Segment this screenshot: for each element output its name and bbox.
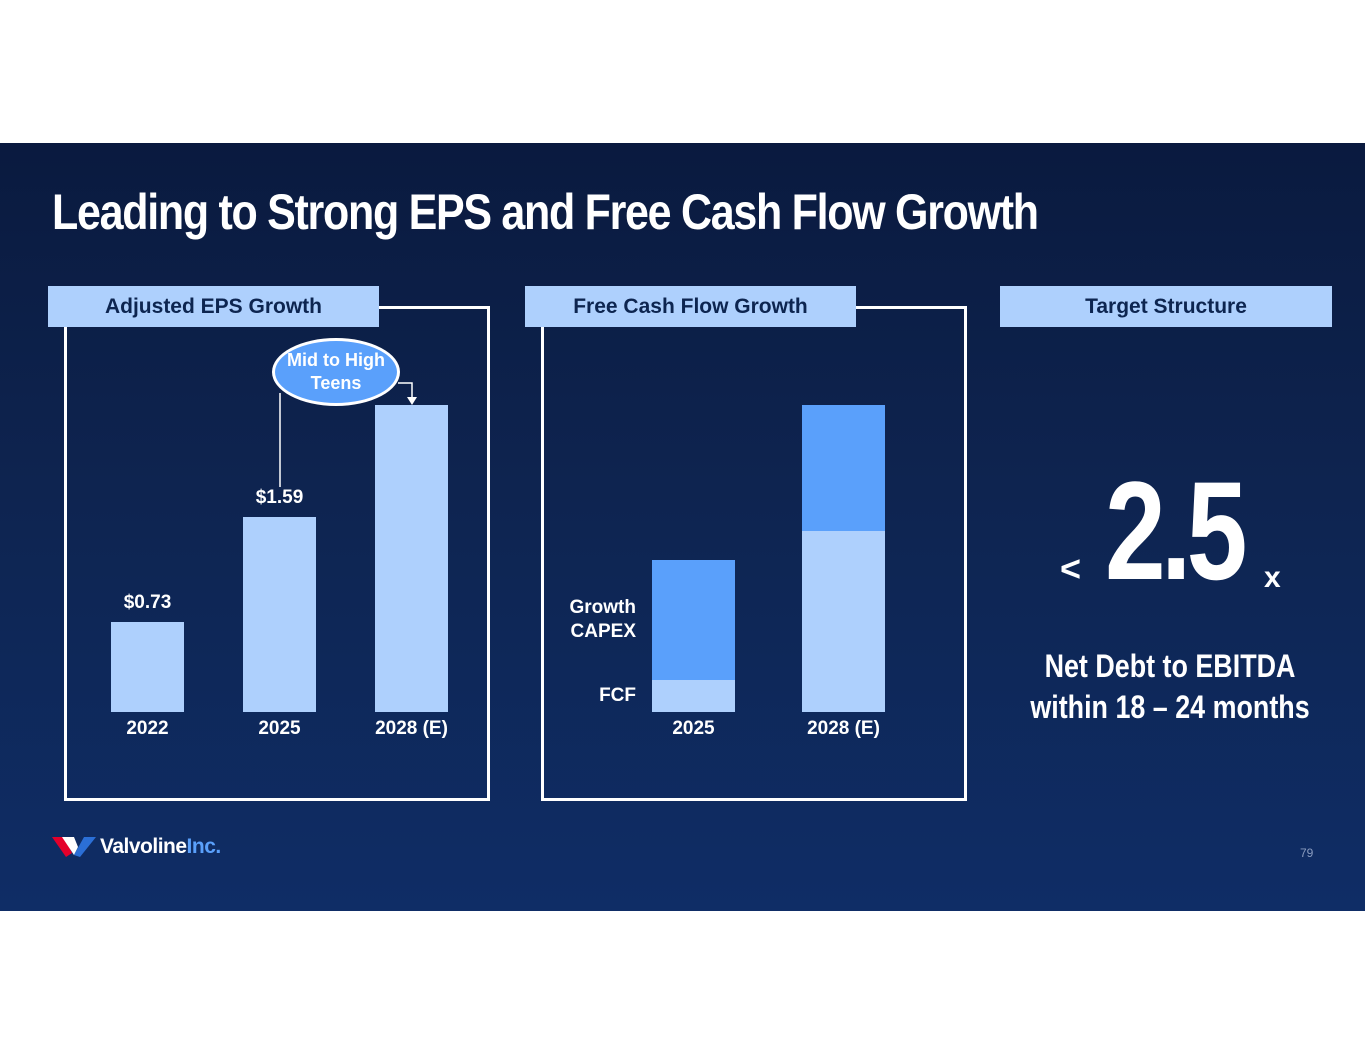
target-line-1: Net Debt to EBITDA (1044, 648, 1296, 684)
valvoline-v-icon (52, 837, 96, 857)
eps-xtick: 2028 (E) (375, 718, 448, 739)
fcf-bar-fcf (652, 679, 735, 712)
eps-panel-header: Adjusted EPS Growth (48, 286, 379, 327)
eps-value-label: $0.73 (123, 592, 172, 614)
page-number: 79 (1300, 846, 1314, 860)
eps-bar-2022 (111, 622, 184, 712)
target-panel-header: Target Structure (1000, 286, 1332, 327)
slide: Leading to Strong EPS and Free Cash Flow… (0, 143, 1365, 911)
eps-bar-2028e (375, 405, 448, 712)
target-less-than: < (1060, 548, 1082, 589)
logo-inc: Inc. (186, 835, 222, 858)
target-value: 2.5 (1105, 452, 1247, 609)
eps-xtick: 2025 (258, 718, 301, 739)
page-title: Leading to Strong EPS and Free Cash Flow… (52, 184, 1039, 240)
eps-growth-callout: Mid to High Teens (272, 338, 400, 406)
eps-xtick: 2022 (126, 718, 169, 739)
fcf-xtick: 2028 (E) (807, 718, 880, 739)
fcf-panel-header: Free Cash Flow Growth (525, 286, 856, 327)
logo-text: Valvoline (100, 835, 187, 858)
fcf-series-label: FCF (599, 684, 636, 706)
target-line-2: within 18 – 24 months (1030, 689, 1310, 725)
eps-value-label: $1.59 (255, 486, 304, 508)
fcf-bar-growth-capex (652, 560, 735, 680)
target-suffix: x (1264, 561, 1281, 594)
valvoline-logo: Valvoline Inc. (52, 835, 221, 859)
fcf-series-label: Growth CAPEX (569, 596, 637, 642)
eps-bar-2025 (243, 516, 316, 712)
fcf-bar-fcf (802, 531, 885, 712)
target-description: Net Debt to EBITDA within 18 – 24 months (1027, 646, 1313, 728)
fcf-bar-growth-capex (802, 405, 885, 532)
eps-growth-callout-text: Mid to High Teens (287, 350, 385, 393)
fcf-xtick: 2025 (672, 718, 715, 739)
